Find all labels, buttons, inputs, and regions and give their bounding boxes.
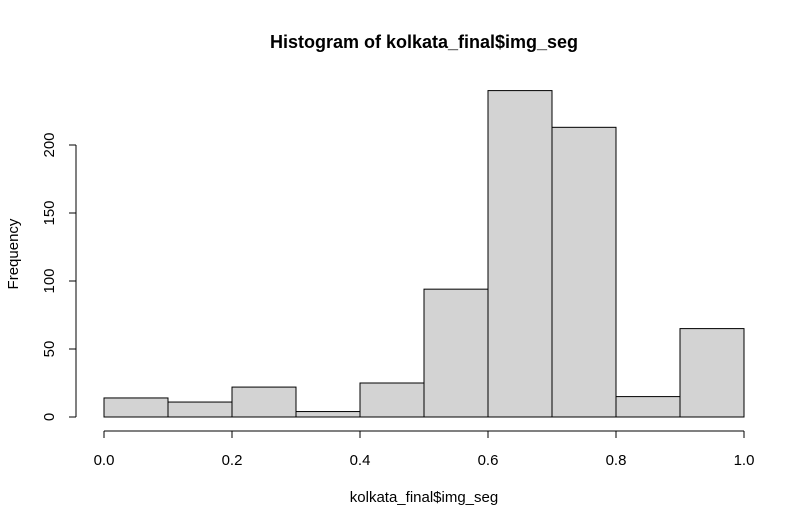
histogram-bar-0: [103, 397, 169, 418]
chart-title: Histogram of kolkata_final$img_seg: [270, 32, 578, 52]
y-axis: 0 50 100 150 200: [41, 132, 77, 421]
histogram-bar-9: [679, 328, 745, 418]
histogram-bar-3: [295, 411, 361, 418]
x-axis-label: kolkata_final$img_seg: [350, 489, 498, 506]
y-tick-label: 150: [41, 200, 58, 225]
x-tick-label: 1.0: [734, 452, 755, 469]
histogram-bar-6: [487, 90, 553, 418]
histogram-bar-4: [359, 382, 425, 418]
x-tick-label: 0.0: [94, 452, 115, 469]
x-tick-label: 0.8: [606, 452, 627, 469]
histogram-bar-5: [423, 288, 489, 418]
histogram-bar-7: [551, 126, 617, 418]
y-tick-label: 50: [41, 341, 58, 358]
bars-group: [103, 90, 745, 418]
y-tick-label: 200: [41, 132, 58, 157]
histogram-bar-8: [615, 396, 681, 418]
x-tick-label: 0.6: [478, 452, 499, 469]
y-axis-label: Frequency: [5, 218, 22, 289]
y-tick-label: 0: [41, 413, 58, 421]
histogram-bar-2: [231, 386, 297, 418]
x-tick-label: 0.4: [350, 452, 371, 469]
histogram-bar-1: [167, 401, 233, 418]
y-tick-label: 100: [41, 268, 58, 293]
x-axis: 0.0 0.2 0.4 0.6 0.8 1.0: [94, 430, 755, 469]
x-tick-label: 0.2: [222, 452, 243, 469]
